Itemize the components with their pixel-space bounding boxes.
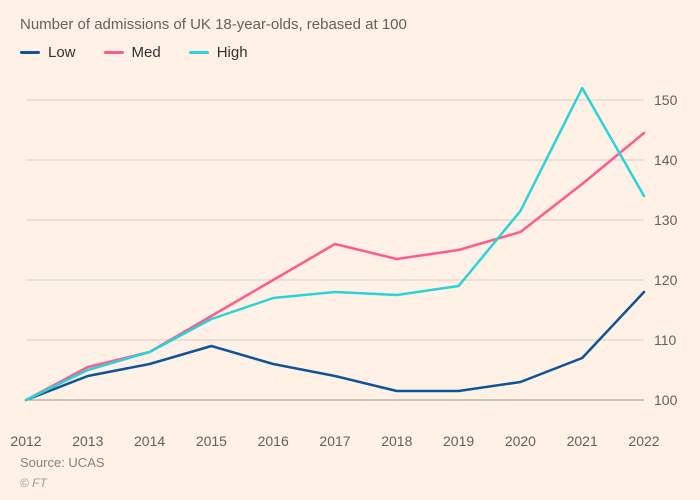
x-tick-label: 2015 — [196, 433, 227, 449]
legend: Low Med High — [20, 44, 248, 61]
legend-label-low: Low — [48, 44, 76, 61]
chart-subtitle: Number of admissions of UK 18-year-olds,… — [20, 16, 407, 33]
series-low — [26, 292, 644, 400]
x-tick-label: 2018 — [381, 433, 412, 449]
legend-item-low: Low — [20, 44, 76, 61]
chart-container: Number of admissions of UK 18-year-olds,… — [0, 0, 700, 500]
y-tick-label: 120 — [654, 272, 678, 288]
x-tick-label: 2013 — [72, 433, 103, 449]
y-tick-label: 150 — [654, 92, 678, 108]
y-tick-label: 140 — [654, 152, 678, 168]
y-tick-label: 110 — [654, 332, 677, 348]
y-tick-label: 100 — [654, 392, 678, 408]
x-tick-label: 2021 — [567, 433, 598, 449]
x-tick-label: 2017 — [319, 433, 350, 449]
y-tick-label: 130 — [654, 212, 678, 228]
legend-label-med: Med — [132, 44, 161, 61]
x-tick-label: 2019 — [443, 433, 474, 449]
source-label: Source: UCAS — [20, 455, 105, 470]
x-tick-label: 2020 — [505, 433, 536, 449]
x-tick-label: 2016 — [258, 433, 289, 449]
x-tick-label: 2012 — [10, 433, 41, 449]
legend-swatch-low — [20, 51, 40, 54]
legend-swatch-med — [104, 51, 124, 54]
copyright-label: © FT — [20, 476, 47, 490]
x-tick-label: 2022 — [628, 433, 659, 449]
legend-item-med: Med — [104, 44, 161, 61]
legend-swatch-high — [189, 51, 209, 54]
x-tick-label: 2014 — [134, 433, 165, 449]
chart-svg: 100 110 120 130 140 150 2012 2013 2014 2015 2016 20… — [0, 0, 700, 500]
legend-label-high: High — [217, 44, 248, 61]
legend-item-high: High — [189, 44, 248, 61]
